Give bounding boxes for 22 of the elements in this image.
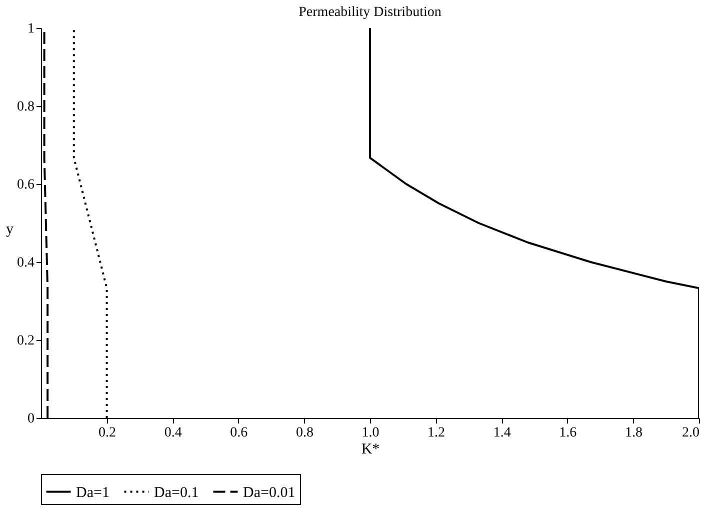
y-tick-label: 0.8 <box>17 100 34 114</box>
y-tick-label: 0.4 <box>17 256 34 270</box>
legend-label: Da=0.1 <box>154 484 199 501</box>
x-tick-label: 0.2 <box>98 426 116 440</box>
x-tick-label: 2.0 <box>682 426 700 440</box>
x-axis-title: K* <box>361 442 380 458</box>
legend-label: Da=1 <box>76 484 110 501</box>
x-tick-label: 1.0 <box>362 426 380 440</box>
x-tick-label: 0.4 <box>164 426 182 440</box>
x-tick-label: 0.6 <box>230 426 248 440</box>
legend-label: Da=0.01 <box>243 484 296 501</box>
x-tick-label: 0.8 <box>296 426 314 440</box>
y-tick-label: 0.6 <box>17 178 34 192</box>
chart-title: Permeability Distribution <box>298 5 442 20</box>
y-axis-title: y <box>6 222 14 238</box>
x-tick-label: 1.8 <box>624 426 642 440</box>
y-tick-label: 0 <box>28 412 34 426</box>
y-tick-label: 1 <box>28 22 34 36</box>
y-tick-label: 0.2 <box>17 334 34 348</box>
x-tick-label: 1.2 <box>428 426 446 440</box>
x-tick-label: 1.4 <box>493 426 511 440</box>
x-tick-label: 1.6 <box>559 426 577 440</box>
